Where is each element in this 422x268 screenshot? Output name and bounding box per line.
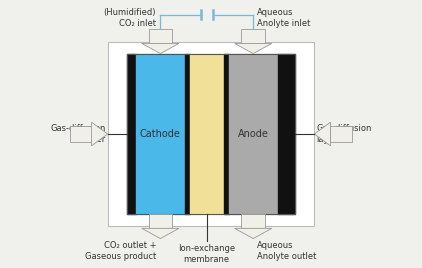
Text: Ion-exchange
membrane: Ion-exchange membrane <box>178 244 235 264</box>
Text: Aqueous
Anolyte inlet: Aqueous Anolyte inlet <box>257 8 311 28</box>
Bar <box>229 54 278 214</box>
Bar <box>136 54 185 214</box>
Text: Gas-diffusion
layer: Gas-diffusion layer <box>316 124 372 144</box>
Text: (Humidified)
CO₂ inlet: (Humidified) CO₂ inlet <box>104 8 156 28</box>
Polygon shape <box>241 29 265 43</box>
Polygon shape <box>149 214 172 228</box>
Polygon shape <box>235 43 272 54</box>
Polygon shape <box>149 29 172 43</box>
Text: Anode: Anode <box>238 129 269 139</box>
Text: CO₂ outlet +
Gaseous product: CO₂ outlet + Gaseous product <box>85 241 156 261</box>
Bar <box>108 42 314 226</box>
Bar <box>278 54 295 214</box>
Polygon shape <box>92 122 108 146</box>
Bar <box>185 54 190 214</box>
Text: Aqueous
Anolyte outlet: Aqueous Anolyte outlet <box>257 241 317 261</box>
Text: Cathode: Cathode <box>140 129 181 139</box>
Bar <box>127 54 295 214</box>
Text: Gas-diffusion
layer: Gas-diffusion layer <box>50 124 106 144</box>
Polygon shape <box>314 122 330 146</box>
Bar <box>127 54 136 214</box>
Polygon shape <box>70 126 92 142</box>
Polygon shape <box>241 214 265 228</box>
Polygon shape <box>330 126 352 142</box>
Polygon shape <box>142 228 179 239</box>
Polygon shape <box>235 228 272 239</box>
Bar <box>190 54 224 214</box>
Polygon shape <box>142 43 179 54</box>
Bar <box>224 54 229 214</box>
